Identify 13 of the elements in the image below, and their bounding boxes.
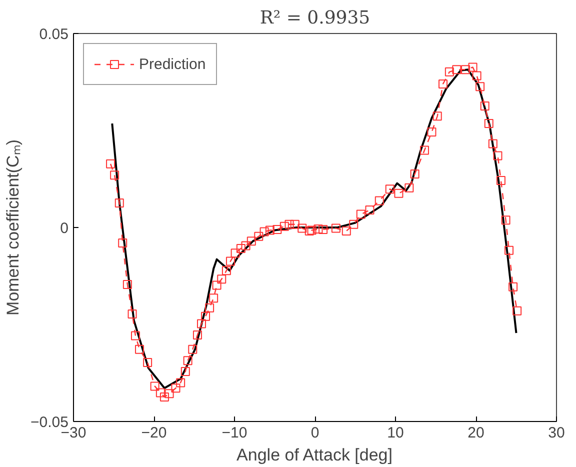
x-axis-title: Angle of Attack [deg] (236, 446, 393, 464)
y-tick-label: 0.05 (39, 26, 69, 43)
x-tick-label: 10 (387, 424, 404, 442)
chart-title: R² = 0.9935 (260, 8, 370, 28)
y-tick-label: 0 (60, 220, 68, 237)
x-tick-label: −10 (222, 424, 248, 442)
x-tick-label: 0 (310, 424, 320, 442)
x-tick-label: 20 (468, 424, 484, 442)
legend-label: Prediction (139, 56, 206, 72)
y-axis-title: Moment coefficient(Cₘ) (4, 140, 23, 316)
y-tick-label: −0.05 (30, 414, 69, 431)
x-tick-label: 30 (548, 424, 565, 442)
x-tick-label: −20 (141, 424, 167, 442)
